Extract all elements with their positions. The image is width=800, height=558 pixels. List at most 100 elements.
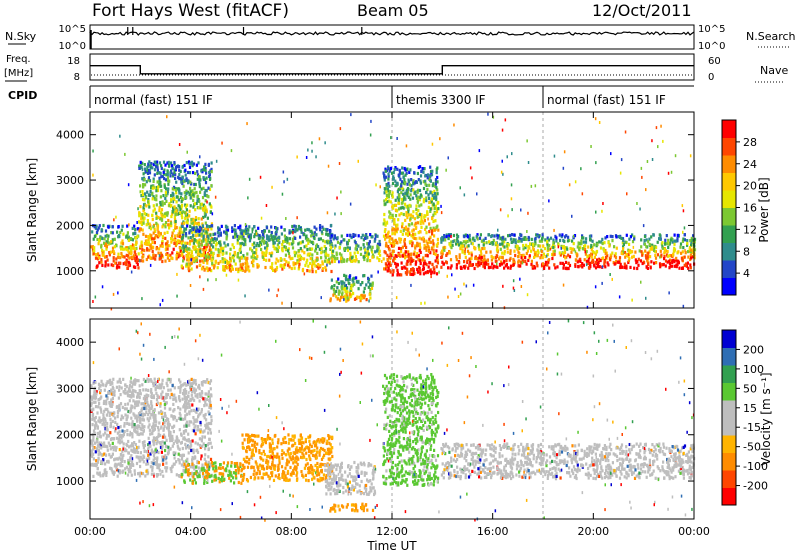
echo-pixel: [524, 256, 526, 259]
echo-pixel: [161, 254, 163, 257]
echo-pixel: [226, 226, 228, 229]
echo-pixel: [130, 245, 132, 248]
echo-pixel: [384, 230, 386, 233]
echo-pixel: [145, 204, 147, 207]
echo-pixel: [173, 229, 175, 232]
echo-pixel: [480, 262, 482, 265]
nsky-panel: N.Sky 10^5 10^0 10^5 10^0 N.Search: [5, 24, 796, 52]
echo-pixel: [491, 258, 493, 261]
echo-pixel: [220, 247, 222, 250]
echo-pixel: [327, 254, 329, 257]
echo-pixel: [284, 235, 286, 238]
echo-pixel: [346, 259, 348, 262]
echo-pixel: [413, 171, 415, 174]
echo-pixel: [307, 265, 309, 268]
echo-pixel: [193, 449, 195, 452]
echo-pixel: [167, 378, 169, 381]
echo-pixel: [146, 239, 148, 242]
echo-pixel: [285, 260, 287, 263]
echo-pixel: [552, 253, 554, 256]
echo-pixel: [105, 260, 107, 263]
echo-pixel: [246, 252, 248, 255]
echo-pixel: [467, 267, 469, 270]
echo-pixel: [427, 193, 429, 196]
echo-pixel: [340, 257, 342, 260]
echo-pixel: [185, 174, 187, 177]
echo-pixel: [205, 189, 207, 192]
noise-pixel: [513, 287, 515, 290]
echo-pixel: [407, 270, 409, 273]
echo-pixel: [190, 218, 192, 221]
echo-pixel: [138, 446, 140, 449]
echo-pixel: [275, 227, 277, 230]
echo-pixel: [384, 250, 386, 253]
echo-pixel: [153, 237, 155, 240]
cpid-segment-1: normal (fast) 151 IF: [94, 93, 213, 107]
echo-pixel: [124, 255, 126, 258]
echo-pixel: [186, 224, 188, 227]
echo-pixel: [413, 253, 415, 256]
echo-pixel: [137, 472, 139, 475]
echo-pixel: [415, 222, 417, 225]
echo-pixel: [142, 209, 144, 212]
echo-pixel: [448, 237, 450, 240]
echo-pixel: [417, 209, 419, 212]
echo-pixel: [398, 198, 400, 201]
noise-pixel: [209, 256, 211, 259]
noise-pixel: [160, 303, 162, 306]
echo-pixel: [196, 170, 198, 173]
echo-pixel: [589, 254, 591, 257]
echo-pixel: [537, 244, 539, 247]
echo-pixel: [355, 255, 357, 258]
echo-pixel: [171, 164, 173, 167]
echo-pixel: [174, 239, 176, 242]
echo-pixel: [602, 256, 604, 259]
echo-pixel: [198, 234, 200, 237]
echo-pixel: [201, 464, 203, 467]
noise-pixel: [571, 215, 573, 218]
echo-pixel: [186, 161, 188, 164]
echo-pixel: [562, 267, 564, 270]
echo-pixel: [152, 187, 154, 190]
noise-pixel: [501, 171, 503, 174]
echo-pixel: [168, 259, 170, 262]
echo-pixel: [288, 231, 290, 234]
echo-pixel: [201, 203, 203, 206]
echo-pixel: [118, 225, 120, 228]
echo-pixel: [271, 231, 273, 234]
noise-pixel: [531, 185, 533, 188]
echo-pixel: [444, 238, 446, 241]
echo-pixel: [285, 254, 287, 257]
echo-pixel: [222, 257, 224, 260]
echo-pixel: [501, 243, 503, 246]
echo-pixel: [155, 234, 157, 237]
echo-pixel: [460, 241, 462, 244]
echo-pixel: [126, 422, 128, 425]
colorbar-tick-label: 16: [743, 202, 757, 215]
echo-pixel: [149, 164, 151, 167]
echo-pixel: [655, 257, 657, 260]
echo-pixel: [388, 185, 390, 188]
echo-pixel: [421, 220, 423, 223]
noise-pixel: [136, 260, 138, 263]
echo-pixel: [138, 440, 140, 443]
echo-pixel: [238, 237, 240, 240]
echo-pixel: [153, 462, 155, 465]
echo-pixel: [195, 432, 197, 435]
echo-pixel: [419, 230, 421, 233]
echo-pixel: [184, 179, 186, 182]
echo-pixel: [400, 250, 402, 253]
echo-pixel: [564, 251, 566, 254]
echo-pixel: [559, 262, 561, 265]
echo-pixel: [363, 256, 365, 259]
echo-pixel: [346, 290, 348, 293]
echo-pixel: [171, 426, 173, 429]
echo-pixel: [207, 235, 209, 238]
echo-pixel: [156, 247, 158, 250]
echo-pixel: [264, 246, 266, 249]
noise-pixel: [668, 172, 670, 175]
echo-pixel: [518, 239, 520, 242]
echo-pixel: [153, 396, 155, 399]
echo-pixel: [190, 204, 192, 207]
echo-pixel: [106, 422, 108, 425]
